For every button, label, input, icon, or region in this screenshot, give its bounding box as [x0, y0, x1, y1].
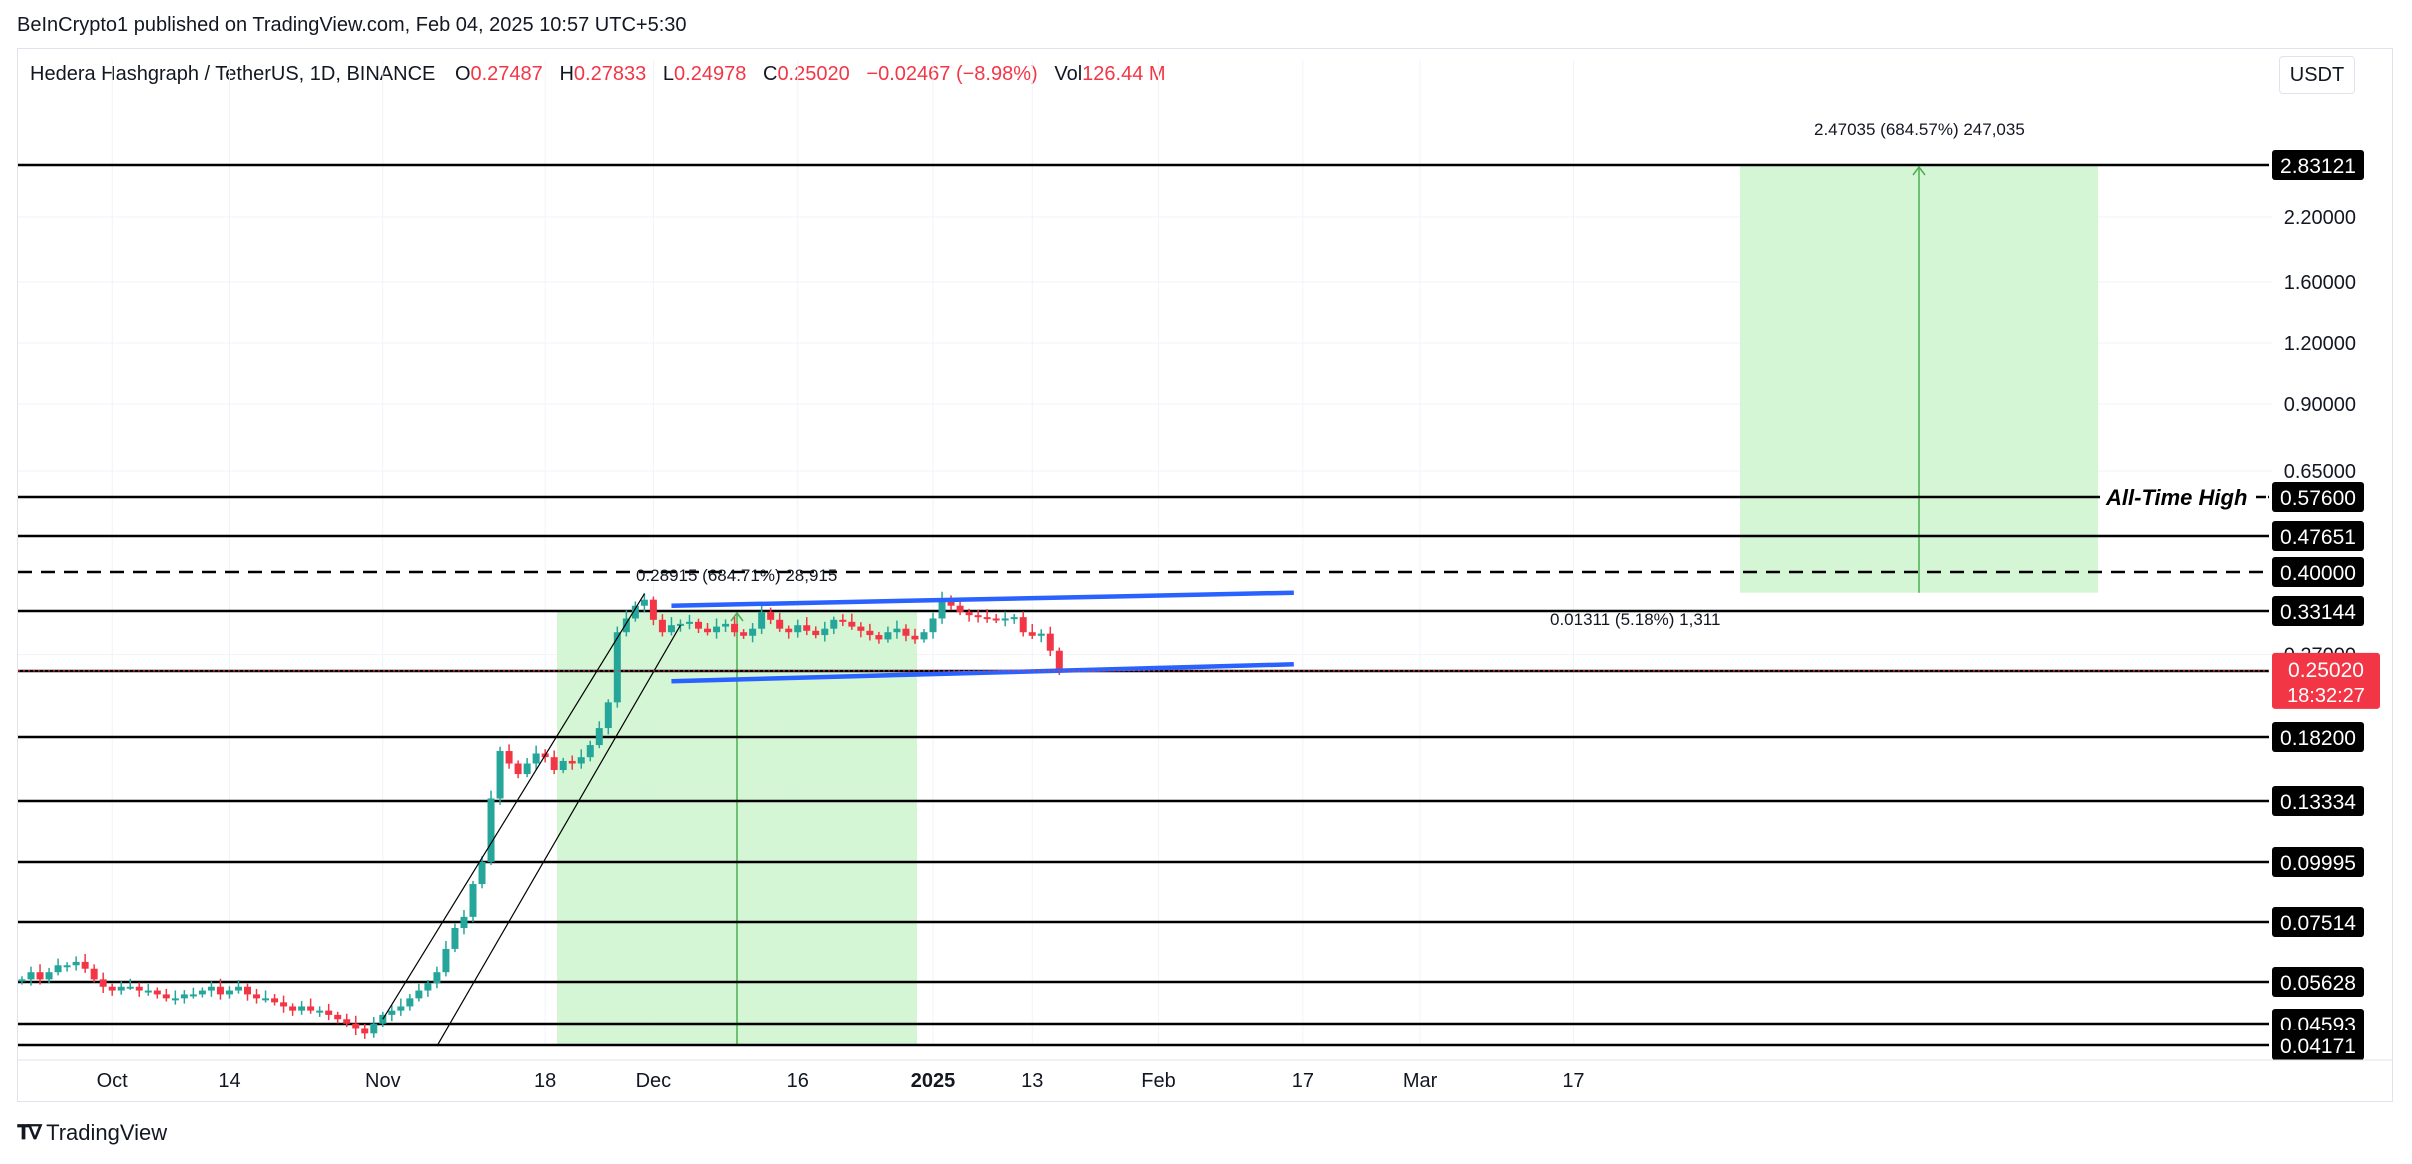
volume-value: 126.44 M	[1082, 63, 1166, 85]
publisher-caption: BeInCrypto1 published on TradingView.com…	[17, 14, 687, 36]
currency-button[interactable]: USDT	[2279, 56, 2355, 94]
open-value: 0.27487	[470, 63, 543, 85]
symbol-legend: Hedera Hashgraph / TetherUS, 1D, BINANCE…	[30, 63, 1166, 86]
close-value: 0.25020	[777, 63, 850, 85]
high-value: 0.27833	[573, 63, 647, 85]
chart-frame	[17, 48, 2393, 1102]
tradingview-logo-icon: 𝐓∇	[17, 1121, 42, 1144]
open-label: O	[454, 63, 471, 85]
low-value: 0.24978	[674, 63, 747, 85]
tradingview-logo[interactable]: 𝐓∇ TradingView	[17, 1120, 167, 1146]
high-label: H	[559, 63, 574, 85]
volume-label: Vol	[1054, 63, 1083, 85]
symbol-name[interactable]: Hedera Hashgraph / TetherUS, 1D, BINANCE	[30, 63, 436, 85]
close-label: C	[762, 63, 778, 85]
change-value: −0.02467 (−8.98%)	[866, 63, 1038, 85]
low-label: L	[662, 63, 675, 85]
tradingview-brand: TradingView	[46, 1120, 168, 1145]
